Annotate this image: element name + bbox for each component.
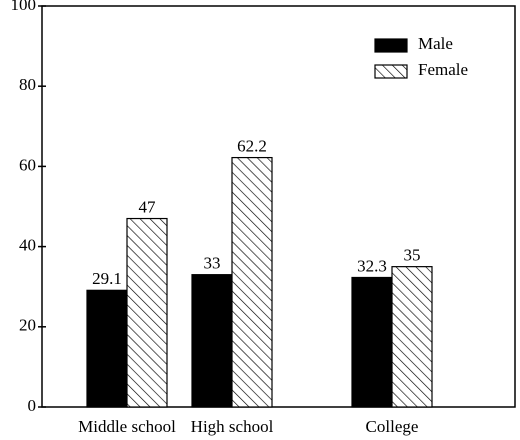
bar: [351, 276, 393, 408]
x-tick-label: High school: [191, 417, 274, 436]
value-label: 35: [404, 246, 421, 265]
bar: [191, 274, 233, 408]
y-tick-label: 20: [19, 316, 36, 335]
value-label: 33: [204, 254, 221, 273]
legend-swatch: [374, 64, 408, 79]
bar: [126, 217, 168, 408]
bar: [231, 156, 273, 408]
y-tick-label: 80: [19, 75, 36, 94]
legend-label: Female: [418, 60, 468, 79]
bar: [86, 289, 128, 408]
bar: [391, 266, 433, 408]
plot-frame: [41, 5, 516, 408]
value-label: 62.2: [237, 136, 267, 155]
y-tick-label: 60: [19, 155, 36, 174]
legend-swatch: [374, 38, 408, 53]
value-label: 47: [139, 197, 157, 216]
x-tick-label: College: [366, 417, 419, 436]
x-tick-label: Middle school: [78, 417, 176, 436]
legend-label: Male: [418, 34, 453, 53]
y-tick-label: 40: [19, 236, 36, 255]
y-tick-label: 0: [28, 396, 37, 415]
y-tick-label: 100: [11, 0, 37, 14]
value-label: 32.3: [357, 256, 387, 275]
value-label: 29.1: [92, 269, 122, 288]
